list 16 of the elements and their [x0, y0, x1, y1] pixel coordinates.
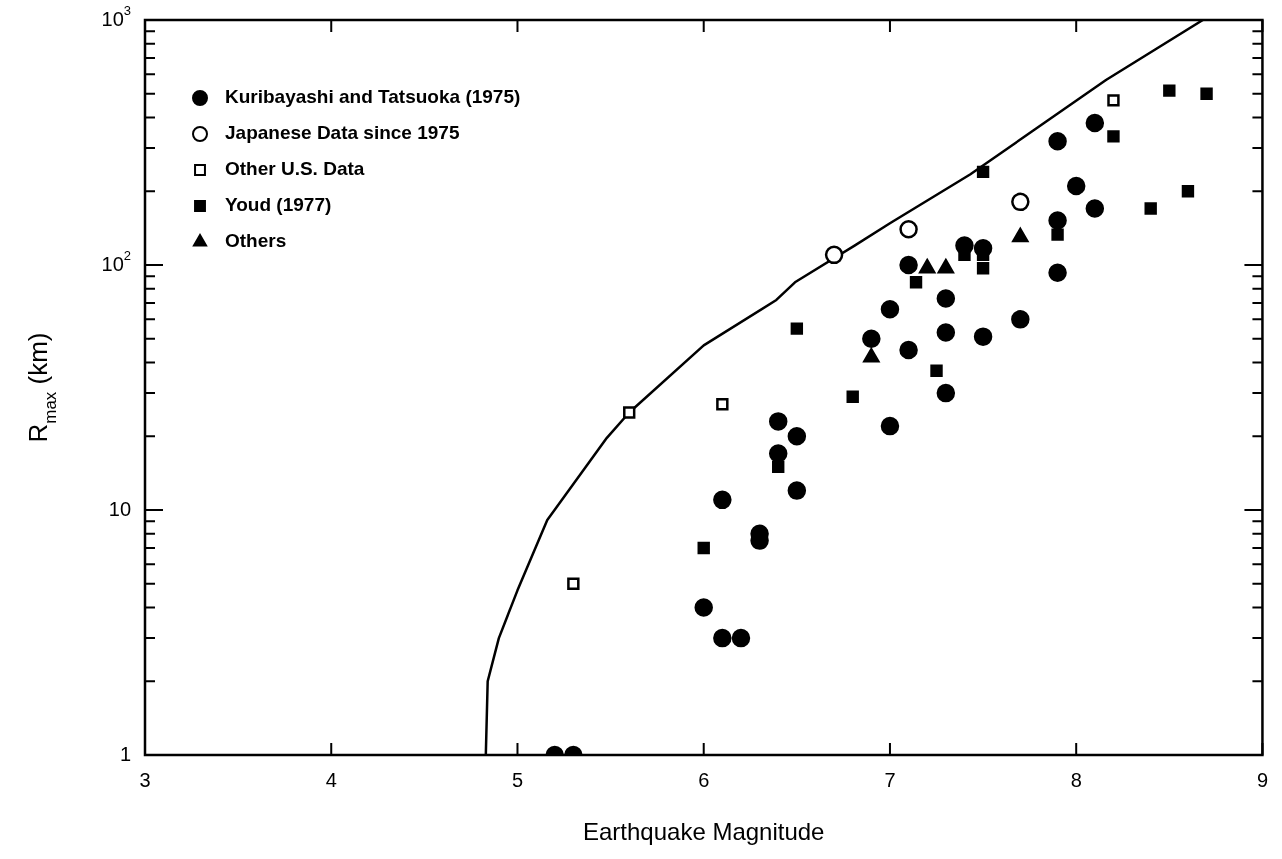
- legend-label: Japanese Data since 1975: [225, 122, 460, 144]
- legend-label: Other U.S. Data: [225, 158, 365, 180]
- y-axis-title: Rmax (km): [23, 332, 61, 443]
- x-tick-label: 3: [139, 768, 151, 791]
- x-tick-label: 8: [1070, 768, 1082, 791]
- legend-label: Kuribayashi and Tatsuoka (1975): [225, 86, 521, 108]
- legend-label: Others: [225, 230, 287, 252]
- x-tick-label: 6: [698, 768, 710, 791]
- x-tick-label: 4: [325, 768, 337, 791]
- y-tick-label: 10: [108, 497, 131, 520]
- x-tick-label: 9: [1256, 768, 1268, 791]
- x-tick-label: 5: [511, 768, 524, 791]
- legend-label: Youd (1977): [225, 194, 332, 216]
- x-tick-label: 7: [884, 768, 896, 791]
- y-tick-label: 1: [119, 742, 131, 765]
- x-axis-title: Earthquake Magnitude: [582, 817, 825, 845]
